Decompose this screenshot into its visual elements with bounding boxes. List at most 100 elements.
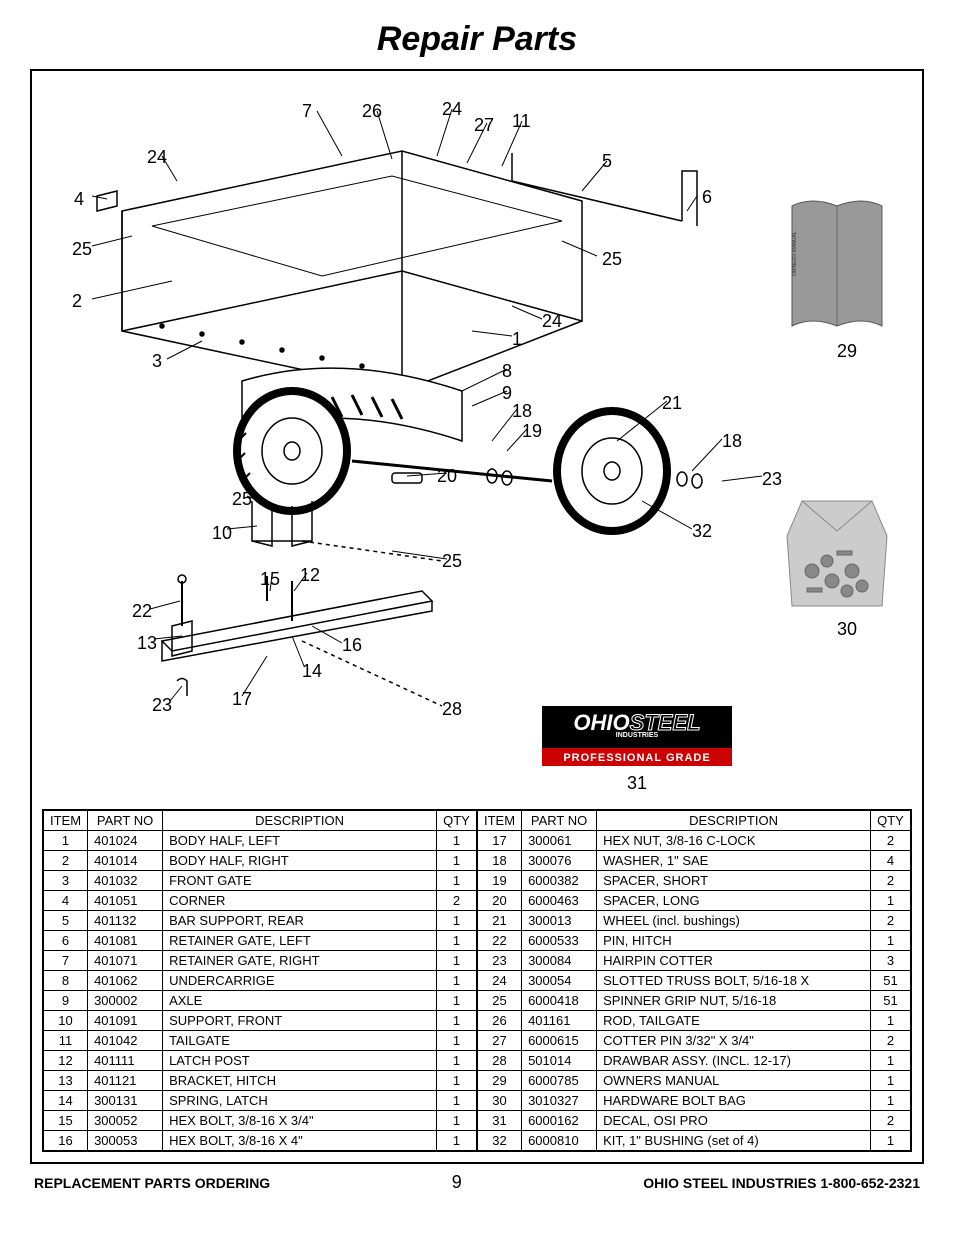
cell-desc: OWNERS MANUAL xyxy=(597,1071,871,1091)
diagram-callout: 26 xyxy=(362,101,382,122)
diagram-callout: 15 xyxy=(260,569,280,590)
table-header-row: ITEM PART NO DESCRIPTION QTY xyxy=(44,811,477,831)
cell-desc: TAILGATE xyxy=(163,1031,437,1051)
cell-partno: 401062 xyxy=(88,971,163,991)
diagram-callout: 25 xyxy=(232,489,252,510)
cell-item: 18 xyxy=(478,851,522,871)
cell-desc: BRACKET, HITCH xyxy=(163,1071,437,1091)
cell-desc: KIT, 1" BUSHING (set of 4) xyxy=(597,1131,871,1151)
diagram-callout: 10 xyxy=(212,523,232,544)
logo-subtext: INDUSTRIES xyxy=(542,732,732,739)
diagram-callout: 18 xyxy=(512,401,532,422)
cell-qty: 1 xyxy=(437,1111,477,1131)
cell-partno: 401071 xyxy=(88,951,163,971)
cell-qty: 1 xyxy=(437,951,477,971)
cell-item: 1 xyxy=(44,831,88,851)
diagram-callout: 16 xyxy=(342,635,362,656)
cell-desc: HAIRPIN COTTER xyxy=(597,951,871,971)
cell-desc: BODY HALF, RIGHT xyxy=(163,851,437,871)
table-row: 3401032FRONT GATE1 xyxy=(44,871,477,891)
cell-item: 14 xyxy=(44,1091,88,1111)
cell-qty: 1 xyxy=(437,911,477,931)
cell-item: 19 xyxy=(478,871,522,891)
cell-desc: SPRING, LATCH xyxy=(163,1091,437,1111)
parts-table-right: ITEM PART NO DESCRIPTION QTY 17300061HEX… xyxy=(477,810,911,1151)
cell-qty: 51 xyxy=(871,991,911,1011)
cell-partno: 401024 xyxy=(88,831,163,851)
table-row: 18300076WASHER, 1" SAE4 xyxy=(478,851,911,871)
cell-item: 21 xyxy=(478,911,522,931)
diagram-callout: 7 xyxy=(302,101,312,122)
cell-desc: AXLE xyxy=(163,991,437,1011)
diagram-callout: 2 xyxy=(72,291,82,312)
cell-qty: 1 xyxy=(437,991,477,1011)
diagram-callout: 24 xyxy=(542,311,562,332)
cell-qty: 2 xyxy=(871,1111,911,1131)
cell-partno: 6000418 xyxy=(522,991,597,1011)
diagram-callout: 29 xyxy=(837,341,857,362)
exploded-diagram: 7262427115624425252241389182119182023253… xyxy=(42,81,912,801)
cell-partno: 6000382 xyxy=(522,871,597,891)
cell-item: 8 xyxy=(44,971,88,991)
cell-partno: 6000463 xyxy=(522,891,597,911)
svg-text:OWNERS MANUAL: OWNERS MANUAL xyxy=(792,231,798,276)
diagram-callout: 24 xyxy=(147,147,167,168)
cell-qty: 1 xyxy=(437,971,477,991)
content-frame: 7262427115624425252241389182119182023253… xyxy=(30,69,924,1164)
table-row: 14300131SPRING, LATCH1 xyxy=(44,1091,477,1111)
cell-qty: 2 xyxy=(437,891,477,911)
diagram-callout: 3 xyxy=(152,351,162,372)
cell-desc: HEX BOLT, 3/8-16 X 4" xyxy=(163,1131,437,1151)
col-item: ITEM xyxy=(44,811,88,831)
table-row: 206000463SPACER, LONG1 xyxy=(478,891,911,911)
diagram-callout: 4 xyxy=(74,189,84,210)
table-row: 256000418SPINNER GRIP NUT, 5/16-1851 xyxy=(478,991,911,1011)
cell-qty: 1 xyxy=(437,851,477,871)
cell-partno: 401014 xyxy=(88,851,163,871)
cell-qty: 2 xyxy=(871,831,911,851)
diagram-callout: 1 xyxy=(512,329,522,350)
diagram-callout: 23 xyxy=(152,695,172,716)
cell-item: 9 xyxy=(44,991,88,1011)
cell-partno: 501014 xyxy=(522,1051,597,1071)
cell-desc: CORNER xyxy=(163,891,437,911)
cell-item: 7 xyxy=(44,951,88,971)
cell-partno: 401121 xyxy=(88,1071,163,1091)
table-row: 11401042TAILGATE1 xyxy=(44,1031,477,1051)
cell-desc: FRONT GATE xyxy=(163,871,437,891)
table-row: 276000615COTTER PIN 3/32" X 3/4"2 xyxy=(478,1031,911,1051)
cell-qty: 1 xyxy=(871,1091,911,1111)
cell-item: 3 xyxy=(44,871,88,891)
footer-right: OHIO STEEL INDUSTRIES 1-800-652-2321 xyxy=(643,1175,920,1191)
cell-partno: 6000162 xyxy=(522,1111,597,1131)
footer-left: REPLACEMENT PARTS ORDERING xyxy=(34,1175,270,1191)
cell-item: 11 xyxy=(44,1031,88,1051)
cell-qty: 1 xyxy=(871,931,911,951)
cell-qty: 1 xyxy=(871,891,911,911)
diagram-callout: 6 xyxy=(702,187,712,208)
col-partno: PART NO xyxy=(522,811,597,831)
cell-desc: PIN, HITCH xyxy=(597,931,871,951)
owners-manual-graphic: OWNERS MANUAL xyxy=(782,196,892,336)
parts-table-left: ITEM PART NO DESCRIPTION QTY 1401024BODY… xyxy=(43,810,477,1151)
cell-qty: 2 xyxy=(871,871,911,891)
cell-desc: RETAINER GATE, RIGHT xyxy=(163,951,437,971)
table-header-row: ITEM PART NO DESCRIPTION QTY xyxy=(478,811,911,831)
cell-partno: 300013 xyxy=(522,911,597,931)
diagram-callout: 9 xyxy=(502,383,512,404)
page-number: 9 xyxy=(452,1172,462,1193)
cell-qty: 1 xyxy=(437,1051,477,1071)
col-desc: DESCRIPTION xyxy=(597,811,871,831)
cell-qty: 3 xyxy=(871,951,911,971)
table-row: 24300054SLOTTED TRUSS BOLT, 5/16-18 X51 xyxy=(478,971,911,991)
table-row: 13401121BRACKET, HITCH1 xyxy=(44,1071,477,1091)
cell-partno: 401032 xyxy=(88,871,163,891)
diagram-callout: 14 xyxy=(302,661,322,682)
cell-partno: 401161 xyxy=(522,1011,597,1031)
diagram-callout: 8 xyxy=(502,361,512,382)
diagram-callout: 31 xyxy=(627,773,647,794)
cell-item: 12 xyxy=(44,1051,88,1071)
table-row: 2401014BODY HALF, RIGHT1 xyxy=(44,851,477,871)
table-row: 1401024BODY HALF, LEFT1 xyxy=(44,831,477,851)
cell-partno: 6000810 xyxy=(522,1131,597,1151)
